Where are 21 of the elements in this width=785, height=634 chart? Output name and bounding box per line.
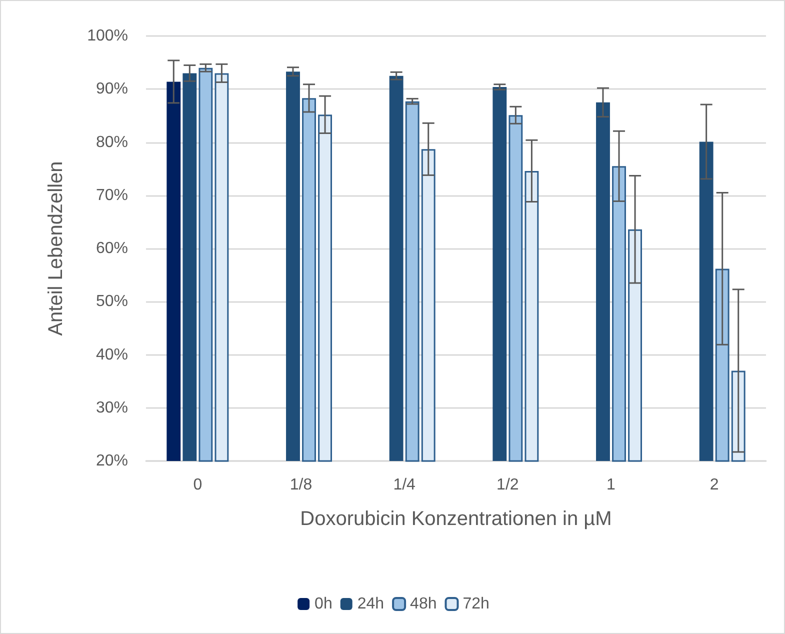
y-tick-label: 60%	[96, 240, 128, 257]
y-tick-label: 40%	[96, 346, 128, 364]
y-tick-label: 100%	[87, 28, 128, 44]
legend-label: 72h	[462, 596, 490, 612]
y-tick-label: 30%	[96, 399, 128, 416]
y-axis-title: Anteil Lebendzellen	[45, 161, 67, 336]
x-tick-label: 1	[606, 476, 616, 494]
x-tick-label: 0	[193, 476, 202, 494]
legend-label: 48h	[410, 596, 437, 612]
x-tick-label: 2	[710, 476, 719, 494]
x-tick-label: 1/2	[496, 476, 519, 494]
y-tick-label: 80%	[96, 134, 128, 151]
y-tick-label: 90%	[96, 80, 128, 98]
y-tick-label: 20%	[96, 452, 128, 470]
legend-label: 24h	[357, 596, 384, 612]
x-tick-label: 1/8	[290, 476, 312, 494]
legend-label: 0h	[314, 596, 332, 612]
x-tick-label: 1/4	[393, 476, 416, 494]
x-axis-title: Doxorubicin Konzentrationen in µM	[300, 508, 612, 530]
y-tick-label: 50%	[96, 293, 128, 310]
y-tick-label: 70%	[96, 186, 128, 204]
